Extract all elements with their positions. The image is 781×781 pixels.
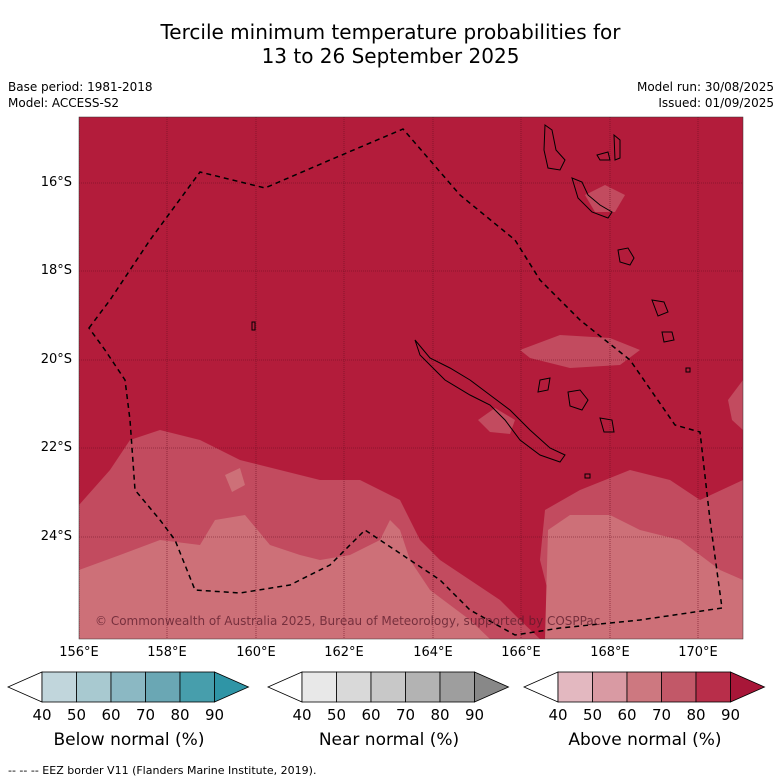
model-run: Model run: 30/08/2025 <box>636 80 774 94</box>
eez-border <box>88 128 723 636</box>
island-small-2 <box>584 473 591 479</box>
lat-label-18s: 18°S <box>40 263 72 278</box>
legend-tick-label: 70 <box>651 706 672 724</box>
vanuatu-outline-1 <box>543 124 566 171</box>
legend-below-normal-bar <box>7 671 250 703</box>
lon-label-158e: 158°E <box>147 645 187 660</box>
legend-tick-label: 40 <box>292 706 312 724</box>
legend-max-triangle <box>214 671 250 703</box>
copyright-notice: © Commonwealth of Australia 2025, Bureau… <box>95 614 601 628</box>
legend-color-cell <box>592 671 628 703</box>
legend-tick-label: 80 <box>170 706 190 724</box>
legend-tick-label: 90 <box>720 706 741 724</box>
legend-tick-label: 70 <box>395 706 416 724</box>
legend-tick-label: 50 <box>326 706 347 724</box>
legend-min-triangle <box>7 671 43 703</box>
lon-label-164e: 164°E <box>413 645 453 660</box>
legend-tick-label: 70 <box>135 706 156 724</box>
legend-tick-label: 80 <box>686 706 706 724</box>
lon-label-156e: 156°E <box>59 645 99 660</box>
loyalty-island-3 <box>599 417 615 433</box>
legend-color-cell <box>626 671 662 703</box>
legend-color-cell <box>145 671 181 703</box>
legend-color-cell <box>405 671 441 703</box>
legend-color-cell <box>76 671 112 703</box>
legend-title-near: Near normal (%) <box>318 730 460 750</box>
legend-color-cell <box>179 671 215 703</box>
legend-title-below: Below normal (%) <box>53 730 205 750</box>
legend-color-cell <box>661 671 697 703</box>
medium-probability-region-nc <box>478 408 515 434</box>
lon-label-162e: 162°E <box>324 645 364 660</box>
legend-tick-label: 90 <box>464 706 485 724</box>
legend-tick-label: 60 <box>617 706 637 724</box>
lat-label-16s: 16°S <box>40 175 72 190</box>
legend-color-cell <box>41 671 77 703</box>
legend-tick-label: 40 <box>548 706 568 724</box>
legend-near-normal-bar <box>267 671 510 703</box>
legend-min-triangle <box>523 671 559 703</box>
legend-tick-label: 80 <box>430 706 450 724</box>
medium-probability-region-isl <box>585 185 625 212</box>
legend-max-triangle <box>730 671 766 703</box>
vanuatu-outline-4 <box>613 133 621 161</box>
legend-color-cell <box>336 671 372 703</box>
loyalty-island-1 <box>537 377 551 393</box>
legend-color-cell <box>370 671 406 703</box>
coastlines <box>251 124 691 479</box>
light-probability-region-3 <box>545 515 743 639</box>
legend-tick-label: 40 <box>32 706 52 724</box>
title-line-1: Tercile minimum temperature probabilitie… <box>160 20 621 44</box>
legend-color-cell <box>110 671 146 703</box>
loyalty-island-2 <box>567 389 589 411</box>
legend-color-cell <box>301 671 337 703</box>
legend-tick-label: 60 <box>361 706 381 724</box>
lat-label-22s: 22°S <box>40 440 72 455</box>
island-east-2 <box>661 331 675 343</box>
new-caledonia-outline <box>414 339 566 463</box>
legend-min-triangle <box>267 671 303 703</box>
light-probability-region-2 <box>225 468 245 492</box>
lat-label-24s: 24°S <box>40 529 72 544</box>
legend-tick-label: 50 <box>66 706 87 724</box>
issued-date: Issued: 01/09/2025 <box>658 96 774 110</box>
title-line-2: 13 to 26 September 2025 <box>261 44 520 68</box>
model-name: Model: ACCESS-S2 <box>8 96 120 110</box>
legend-above-normal-bar <box>523 671 766 703</box>
vanuatu-outline-2 <box>571 177 613 219</box>
island-east-1 <box>651 299 669 317</box>
lat-label-20s: 20°S <box>40 352 72 367</box>
vanuatu-outline-3 <box>596 151 611 161</box>
legend-tick-label: 60 <box>101 706 121 724</box>
medium-probability-region-east2 <box>728 380 743 430</box>
base-period: Base period: 1981-2018 <box>8 80 153 94</box>
legend-color-cell <box>439 671 475 703</box>
legend-tick-label: 50 <box>582 706 603 724</box>
lon-label-160e: 160°E <box>236 645 276 660</box>
lon-label-168e: 168°E <box>590 645 630 660</box>
light-probability-region <box>79 515 490 639</box>
lon-label-170e: 170°E <box>678 645 718 660</box>
legend-title-above: Above normal (%) <box>568 730 722 750</box>
vanuatu-outline-5 <box>617 247 635 266</box>
legend-color-cell <box>695 671 731 703</box>
gridlines <box>79 117 743 639</box>
legend-color-cell <box>557 671 593 703</box>
island-small-1 <box>251 321 256 331</box>
eez-footer-note: -- -- -- EEZ border V11 (Flanders Marine… <box>8 764 317 777</box>
legend-max-triangle <box>474 671 510 703</box>
legend-tick-label: 90 <box>204 706 225 724</box>
island-small-3 <box>685 367 691 373</box>
lon-label-166e: 166°E <box>501 645 541 660</box>
